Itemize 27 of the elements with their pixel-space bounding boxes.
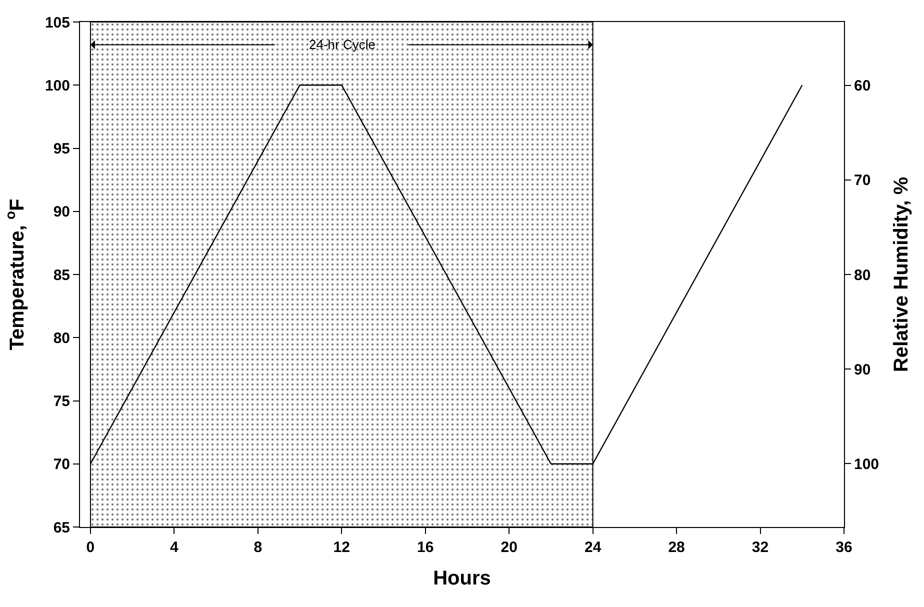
band-label: 24-hr Cycle	[309, 37, 376, 52]
x-tick-label: 0	[86, 539, 95, 556]
y-tick-label: 65	[53, 519, 70, 536]
y2-tick-label: 60	[854, 78, 871, 95]
x-tick-label: 32	[752, 539, 769, 556]
y2-tick-label: 80	[854, 266, 871, 284]
y-tick-label: 85	[53, 266, 70, 284]
x-tick-label: 12	[333, 539, 350, 556]
y-tick-label: 100	[44, 77, 70, 94]
y2-tick-label: 70	[854, 172, 871, 190]
y-tick-label: 70	[53, 456, 70, 474]
y2-tick-label: 90	[854, 361, 871, 378]
x-tick-label: 28	[668, 539, 685, 556]
x-tick-label: 16	[417, 539, 434, 556]
x-tick-label: 8	[254, 539, 262, 556]
x-tick-label: 36	[836, 539, 852, 556]
x-tick-label: 20	[500, 539, 518, 556]
y-tick-label: 90	[53, 204, 70, 221]
y-tick-label: 95	[53, 140, 70, 158]
x-tick-label: 24	[584, 539, 602, 556]
y-tick-label: 80	[53, 330, 70, 347]
y-tick-label: 75	[53, 393, 70, 410]
x-tick-label: 4	[170, 539, 180, 556]
y2-axis-title: Relative Humidity, %	[890, 176, 913, 372]
x-axis-title: Hours	[433, 568, 491, 590]
y2-tick-label: 100	[854, 456, 880, 473]
y-tick-label: 105	[44, 14, 70, 32]
